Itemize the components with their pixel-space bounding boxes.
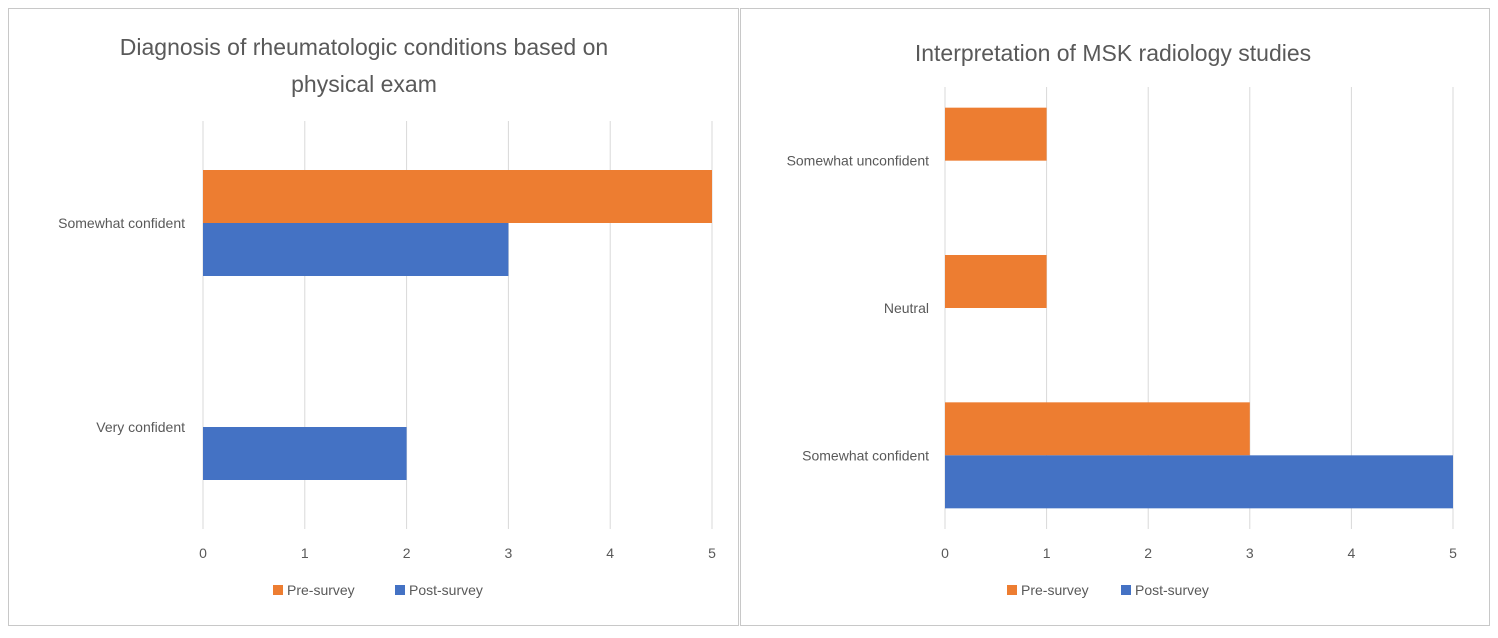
category-label-left-2: Very confident bbox=[96, 419, 185, 435]
category-label-right-2: Neutral bbox=[884, 300, 929, 316]
x-tick-label-right-3: 3 bbox=[1246, 545, 1254, 561]
x-tick-label-right-2: 2 bbox=[1144, 545, 1152, 561]
x-tick-label-left-0: 0 bbox=[199, 545, 207, 561]
x-tick-label-left-3: 3 bbox=[505, 545, 513, 561]
chart-left: Diagnosis of rheumatologic conditions ba… bbox=[58, 34, 716, 598]
legend-label-left-post-survey: Post-survey bbox=[409, 582, 483, 598]
chart-panel-left: Diagnosis of rheumatologic conditions ba… bbox=[8, 8, 739, 626]
legend-swatch-left-pre-survey bbox=[273, 585, 283, 595]
legend-label-right-post-survey: Post-survey bbox=[1135, 582, 1209, 598]
chart-title-left-line-2: physical exam bbox=[291, 71, 437, 97]
bar-left-post-survey-2 bbox=[203, 427, 407, 480]
legend-swatch-left-post-survey bbox=[395, 585, 405, 595]
legend-label-left-pre-survey: Pre-survey bbox=[287, 582, 355, 598]
legend-swatch-right-post-survey bbox=[1121, 585, 1131, 595]
x-tick-label-right-0: 0 bbox=[941, 545, 949, 561]
category-label-right-3: Somewhat confident bbox=[802, 447, 929, 463]
chart-panel-right: Interpretation of MSK radiology studies 0… bbox=[740, 8, 1490, 626]
legend-label-right-pre-survey: Pre-survey bbox=[1021, 582, 1089, 598]
bar-right-pre-survey-3 bbox=[945, 402, 1250, 456]
x-tick-label-right-5: 5 bbox=[1449, 545, 1457, 561]
bar-left-pre-survey-1 bbox=[203, 170, 712, 223]
bar-right-post-survey-3 bbox=[945, 455, 1453, 509]
x-tick-label-left-5: 5 bbox=[708, 545, 716, 561]
chart-title-left-line-1: Diagnosis of rheumatologic conditions ba… bbox=[120, 34, 608, 60]
bar-left-post-survey-1 bbox=[203, 223, 509, 276]
chart-title-right-line-1: Interpretation of MSK radiology studies bbox=[915, 40, 1311, 66]
x-tick-label-left-2: 2 bbox=[403, 545, 411, 561]
x-tick-label-right-4: 4 bbox=[1348, 545, 1356, 561]
chart-right: Interpretation of MSK radiology studies 0… bbox=[787, 40, 1458, 598]
x-tick-label-left-4: 4 bbox=[606, 545, 614, 561]
bar-right-pre-survey-2 bbox=[945, 255, 1047, 308]
legend-swatch-right-pre-survey bbox=[1007, 585, 1017, 595]
x-tick-label-right-1: 1 bbox=[1043, 545, 1051, 561]
category-label-left-1: Somewhat confident bbox=[58, 215, 185, 231]
category-label-right-1: Somewhat unconfident bbox=[787, 153, 930, 169]
bar-right-pre-survey-1 bbox=[945, 107, 1047, 161]
x-tick-label-left-1: 1 bbox=[301, 545, 309, 561]
